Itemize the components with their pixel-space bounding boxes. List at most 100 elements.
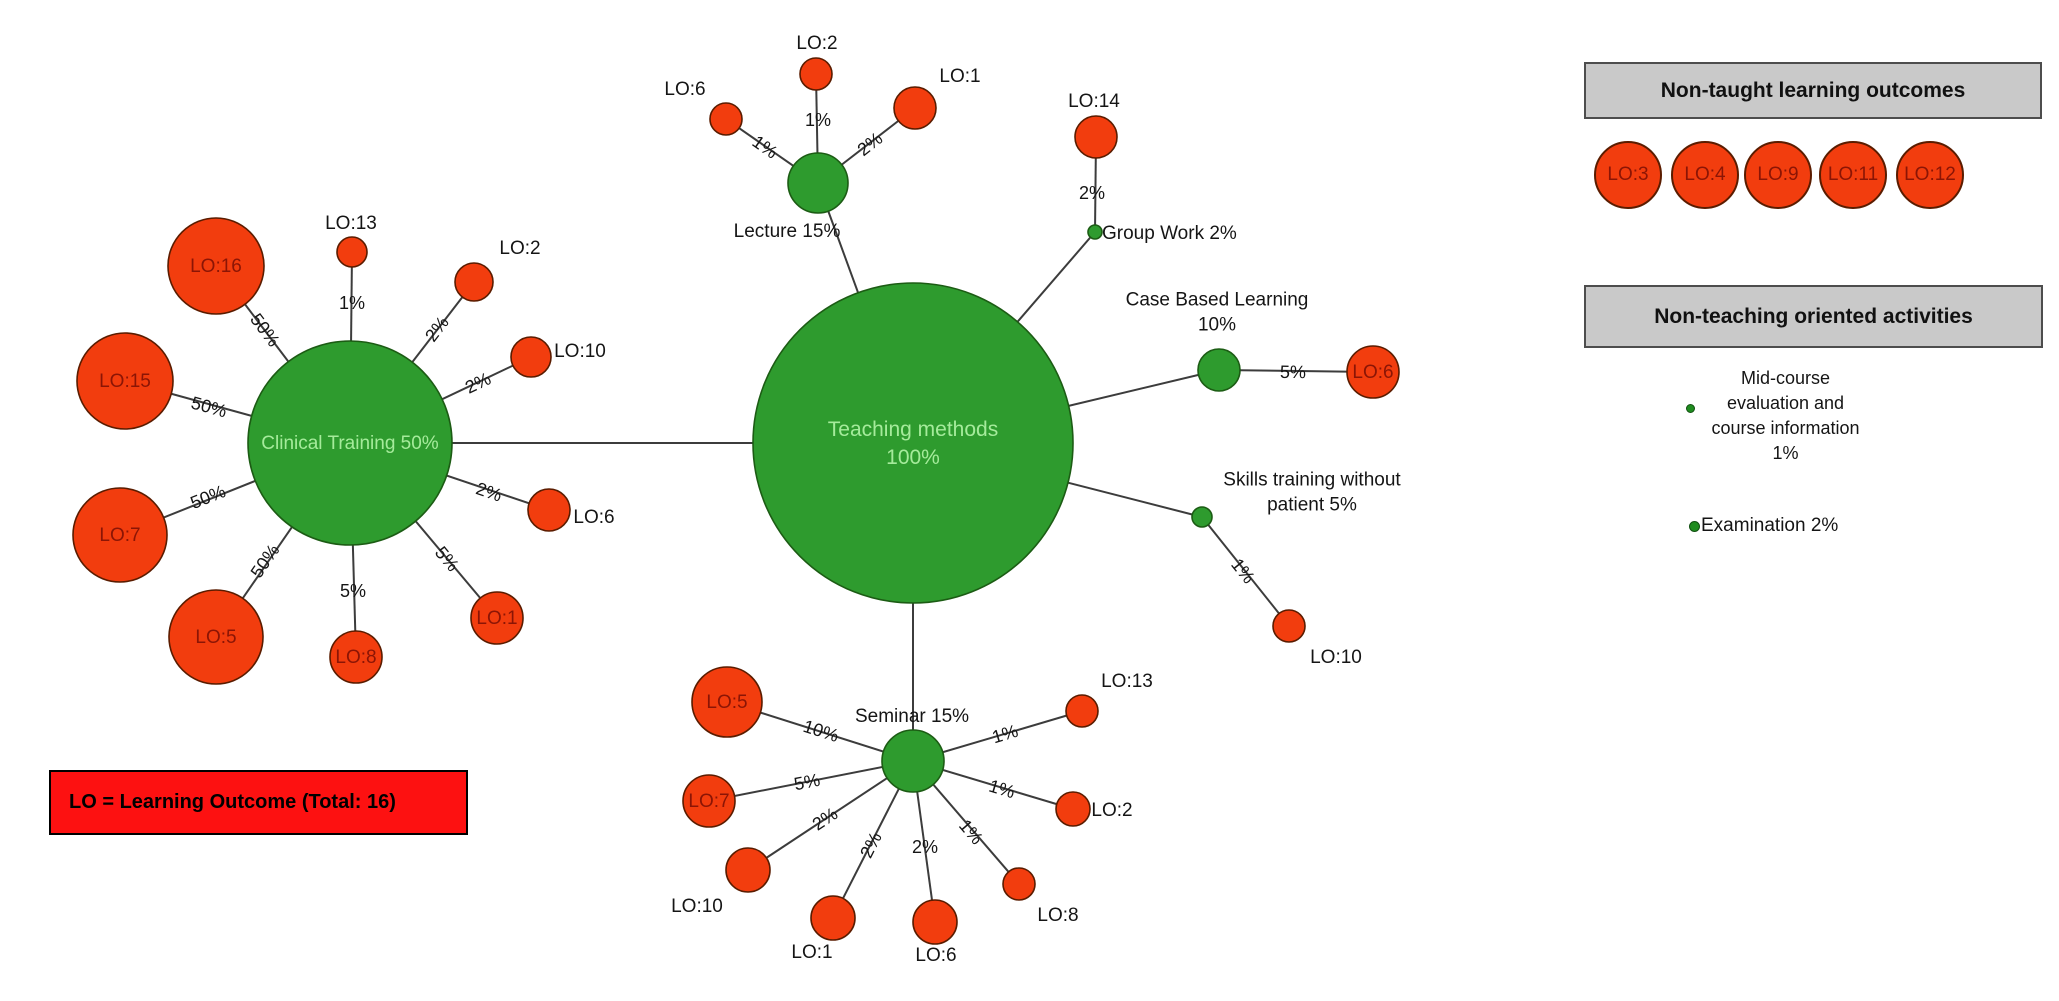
- mid-course-activity-dot: [1686, 404, 1695, 413]
- lo-node-s2: [1055, 791, 1091, 827]
- node-label-s10: LO:10: [671, 896, 723, 917]
- lo-node-c8: [329, 630, 383, 684]
- edge-label-clinical-c6: 2%: [473, 478, 504, 505]
- node-label-c6: LO:6: [573, 507, 614, 528]
- node-label-c15: LO:15: [99, 371, 151, 392]
- non-taught-lo-circle: LO:3: [1594, 141, 1662, 209]
- node-label-cbl: Case Based Learning 10%: [1126, 289, 1309, 335]
- node-label-cb6: LO:6: [1352, 362, 1393, 383]
- edge-label-seminar-s6: 2%: [912, 837, 938, 857]
- node-label-c7: LO:7: [99, 525, 140, 546]
- edge-label-seminar-s2: 1%: [987, 776, 1018, 803]
- edge-label-clinical-c7: 50%: [188, 481, 229, 513]
- method-node-cbl: [1197, 348, 1241, 392]
- lo-node-c1: [470, 591, 524, 645]
- node-label-s5: LO:5: [706, 692, 747, 713]
- method-node-teaching: [752, 282, 1074, 604]
- lo-node-cb6: [1346, 345, 1400, 399]
- method-node-groupwork: [1087, 224, 1103, 240]
- node-label-c16: LO:16: [190, 256, 242, 277]
- edge-label-groupwork-g14: 2%: [1079, 183, 1105, 203]
- method-node-lecture: [787, 152, 849, 214]
- lo-node-s5: [691, 666, 763, 738]
- non-taught-panel-title: Non-taught learning outcomes: [1660, 78, 1966, 102]
- lo-node-le6: [709, 102, 743, 136]
- edge-label-seminar-s8: 1%: [955, 816, 987, 849]
- lo-node-c5: [168, 589, 264, 685]
- method-node-skills: [1191, 506, 1213, 528]
- node-label-seminar: Seminar 15%: [855, 706, 969, 727]
- lo-node-s10: [725, 847, 771, 893]
- lo-node-c2: [454, 262, 494, 302]
- node-label-le2: LO:2: [796, 33, 837, 54]
- node-label-s1: LO:1: [791, 942, 832, 963]
- edge-label-clinical-c15: 50%: [189, 393, 229, 422]
- node-label-skills: Skills training without patient 5%: [1223, 469, 1401, 515]
- edge-seminar-s7: [708, 760, 914, 802]
- edge-label-clinical-c16: 50%: [246, 310, 284, 351]
- node-label-teaching: Teaching methods 100%: [828, 418, 998, 469]
- lo-node-g14: [1074, 115, 1118, 159]
- non-taught-lo-circle: LO:11: [1819, 141, 1887, 209]
- edge-label-lecture-le2: 1%: [805, 110, 831, 130]
- lo-node-s1: [810, 895, 856, 941]
- node-label-c1: LO:1: [476, 608, 517, 629]
- lo-node-sk10: [1272, 609, 1306, 643]
- mid-course-activity-label: Mid-course evaluation and course informa…: [1711, 368, 1860, 463]
- lo-node-c13: [336, 236, 368, 268]
- non-taught-panel-header: Non-taught learning outcomes: [1584, 62, 2042, 119]
- examination-activity-label: Examination 2%: [1701, 515, 1839, 536]
- node-label-c2: LO:2: [499, 238, 540, 259]
- method-node-seminar: [881, 729, 945, 793]
- lo-node-le1: [893, 86, 937, 130]
- edge-label-seminar-s5: 10%: [801, 716, 841, 746]
- node-label-s2: LO:2: [1091, 800, 1132, 821]
- node-label-clinical: Clinical Training 50%: [261, 433, 439, 454]
- edge-skills-sk10: [1201, 516, 1290, 627]
- non-taught-lo-circle: LO:12: [1896, 141, 1964, 209]
- lo-node-c16: [167, 217, 265, 315]
- node-label-le6: LO:6: [664, 79, 705, 100]
- lo-node-c6: [527, 488, 571, 532]
- edge-seminar-s10: [747, 760, 914, 871]
- lo-node-c7: [72, 487, 168, 583]
- edge-label-seminar-s1: 2%: [856, 829, 886, 861]
- node-label-c10: LO:10: [554, 341, 606, 362]
- edge-label-clinical-c10: 2%: [462, 368, 494, 397]
- node-label-lecture: Lecture 15%: [734, 221, 841, 242]
- edge-label-lecture-le6: 1%: [749, 131, 782, 162]
- method-node-clinical: [247, 340, 453, 546]
- edge-label-cbl-cb6: 5%: [1280, 362, 1306, 382]
- non-teaching-panel-header: Non-teaching oriented activities: [1584, 285, 2043, 348]
- legend-box: LO = Learning Outcome (Total: 16): [49, 770, 468, 835]
- node-label-s6: LO:6: [915, 945, 956, 966]
- node-label-groupwork: Group Work 2%: [1102, 223, 1237, 244]
- non-taught-lo-circle: LO:9: [1744, 141, 1812, 209]
- lo-node-le2: [799, 57, 833, 91]
- node-label-c5: LO:5: [195, 627, 236, 648]
- node-label-le1: LO:1: [939, 66, 980, 87]
- edge-label-seminar-s7: 5%: [792, 770, 821, 795]
- lo-node-s13: [1065, 694, 1099, 728]
- node-label-s7: LO:7: [688, 791, 729, 812]
- node-label-s13: LO:13: [1101, 671, 1153, 692]
- node-label-g14: LO:14: [1068, 91, 1120, 112]
- edge-label-clinical-c13: 1%: [339, 293, 365, 313]
- non-teaching-panel-title: Non-teaching oriented activities: [1654, 304, 1973, 328]
- node-label-sk10: LO:10: [1310, 647, 1362, 668]
- lo-node-c10: [510, 336, 552, 378]
- edge-label-seminar-s13: 1%: [990, 721, 1021, 748]
- node-label-s8: LO:8: [1037, 905, 1078, 926]
- examination-activity-dot: [1689, 521, 1700, 532]
- legend-text: LO = Learning Outcome (Total: 16): [69, 791, 396, 813]
- non-taught-lo-circle: LO:4: [1671, 141, 1739, 209]
- edge-label-seminar-s10: 2%: [809, 803, 842, 834]
- node-label-c8: LO:8: [335, 647, 376, 668]
- edge-label-clinical-c2: 2%: [421, 313, 453, 346]
- node-label-c13: LO:13: [325, 213, 377, 234]
- lo-node-s6: [912, 899, 958, 945]
- lo-node-c15: [76, 332, 174, 430]
- lo-node-s7: [682, 774, 736, 828]
